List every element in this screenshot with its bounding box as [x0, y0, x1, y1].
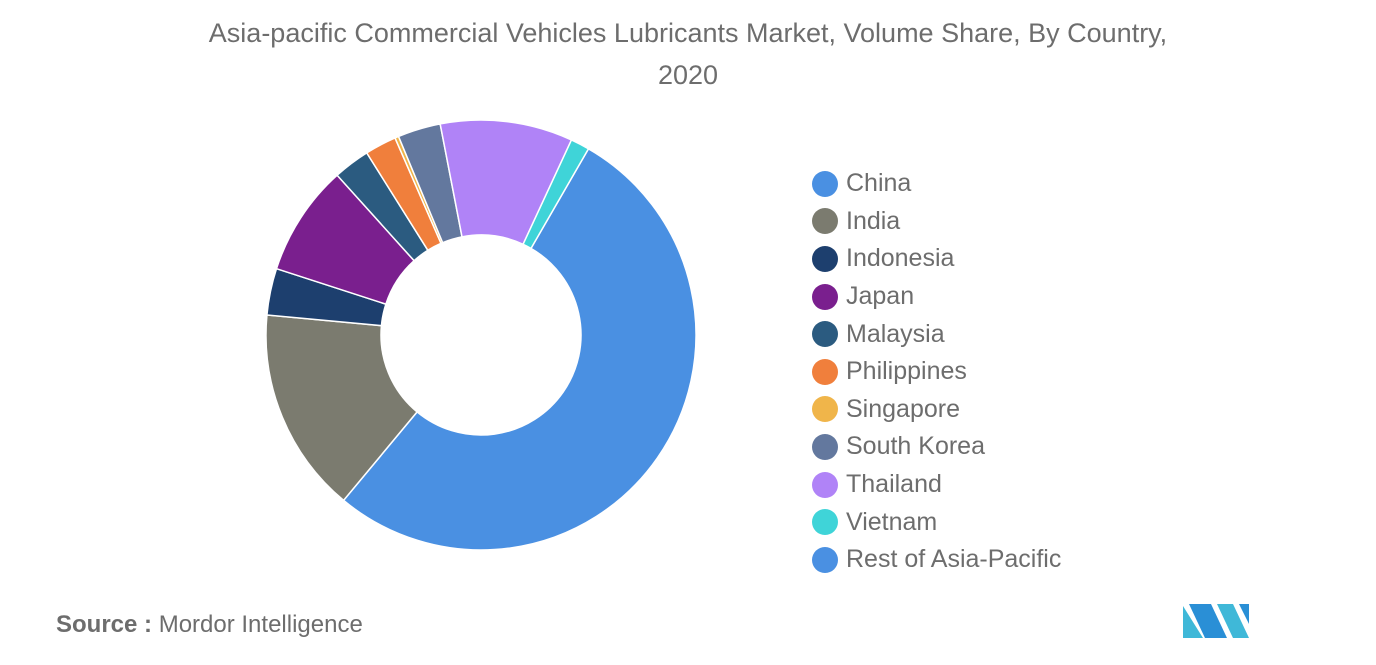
slice-vietnam	[522, 138, 590, 250]
legend-label: Vietnam	[846, 507, 938, 536]
legend-swatch	[812, 321, 838, 348]
legend-label: South Korea	[846, 432, 985, 461]
source-value: Mordor Intelligence	[158, 611, 363, 638]
legend-label: Indonesia	[846, 244, 955, 273]
legend-item: China	[812, 165, 1061, 203]
legend-swatch	[812, 396, 838, 423]
legend-label: China	[846, 169, 912, 198]
legend-swatch	[812, 509, 838, 536]
legend-item: Vietnam	[812, 503, 1061, 541]
legend-item: Japan	[812, 278, 1061, 316]
legend-item: India	[812, 203, 1061, 241]
legend-swatch	[812, 283, 838, 310]
legend-label: India	[846, 206, 901, 235]
legend-swatch	[812, 433, 838, 460]
legend-label: Japan	[846, 282, 915, 311]
legend-item: Indonesia	[812, 240, 1061, 278]
chart-title: Asia-pacific Commercial Vehicles Lubrica…	[208, 18, 1168, 90]
legend-label: Rest of Asia-Pacific	[846, 545, 1062, 574]
legend-item: Malaysia	[812, 315, 1061, 353]
legend-swatch	[812, 245, 838, 272]
legend-swatch	[812, 170, 838, 197]
source-note: Source : Mordor Intelligence	[56, 611, 363, 639]
legend-label: Malaysia	[846, 319, 945, 348]
legend-swatch	[812, 546, 838, 573]
source-label: Source :	[56, 611, 153, 638]
legend-item: Philippines	[812, 353, 1061, 391]
legend-swatch	[812, 358, 838, 385]
legend-label: Singapore	[846, 394, 960, 423]
legend-item: Singapore	[812, 391, 1061, 429]
legend-item: Thailand	[812, 466, 1061, 504]
slice-india	[265, 314, 419, 502]
legend-item: South Korea	[812, 428, 1061, 466]
slice-china	[342, 147, 697, 551]
legend-label: Philippines	[846, 357, 967, 386]
legend-label: Thailand	[846, 470, 942, 499]
donut-chart	[265, 119, 697, 551]
legend-swatch	[812, 208, 838, 235]
legend-swatch	[812, 471, 838, 498]
mordor-intelligence-logo-icon	[1183, 604, 1249, 638]
legend: China India Indonesia Japan Malaysia Philippi…	[812, 165, 1061, 579]
legend-item: Rest of Asia-Pacific	[812, 541, 1061, 579]
